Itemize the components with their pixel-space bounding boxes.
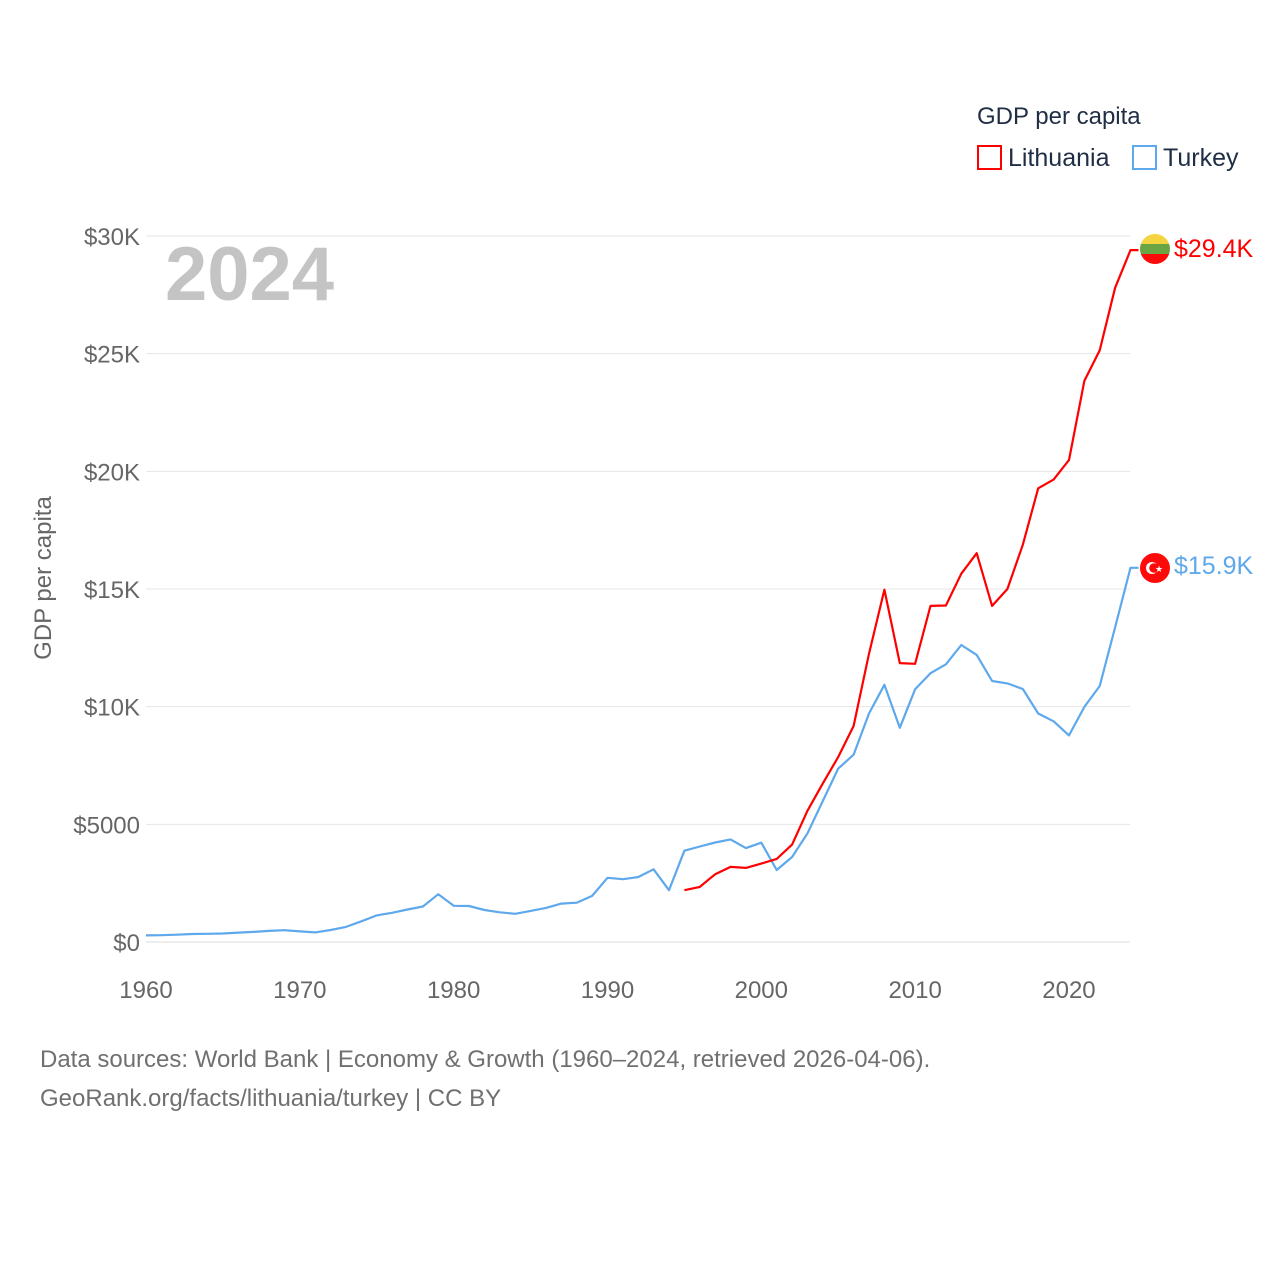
legend-label-lithuania[interactable]: Lithuania	[1008, 144, 1110, 172]
y-tick-label: $10K	[84, 695, 140, 722]
legend-swatch-turkey[interactable]	[1132, 145, 1157, 170]
lithuania-flag-icon	[1140, 234, 1170, 264]
year-watermark: 2024	[165, 232, 334, 317]
series-line-turkey[interactable]	[145, 566, 1139, 937]
x-tick-label: 2000	[735, 977, 788, 1004]
y-axis-label: GDP per capita	[30, 496, 57, 660]
x-tick-label: 2020	[1042, 977, 1095, 1004]
x-tick-label: 1990	[581, 977, 634, 1004]
x-tick-label: 1970	[273, 977, 326, 1004]
turkey-flag-icon: ★	[1140, 553, 1170, 583]
series-line-lithuania[interactable]	[684, 249, 1139, 892]
end-label-turkey: $15.9K	[1174, 552, 1254, 580]
legend-title: GDP per capita	[977, 103, 1141, 130]
data-sources-text: Data sources: World Bank | Economy & Gro…	[40, 1046, 931, 1073]
y-tick-label: $0	[113, 930, 140, 957]
y-tick-label: $30K	[84, 224, 140, 251]
svg-text:★: ★	[1155, 564, 1163, 574]
y-tick-label: $15K	[84, 577, 140, 604]
end-label-lithuania: $29.4K	[1174, 235, 1254, 263]
x-tick-label: 1980	[427, 977, 480, 1004]
x-tick-label: 1960	[119, 977, 172, 1004]
y-tick-label: $20K	[84, 459, 140, 486]
y-tick-label: $5000	[73, 812, 140, 839]
y-tick-label: $25K	[84, 342, 140, 369]
x-tick-label: 2010	[888, 977, 941, 1004]
legend-swatch-lithuania[interactable]	[977, 145, 1002, 170]
attribution-link[interactable]: GeoRank.org/facts/lithuania/turkey | CC …	[40, 1085, 502, 1112]
legend-label-turkey[interactable]: Turkey	[1163, 144, 1239, 172]
